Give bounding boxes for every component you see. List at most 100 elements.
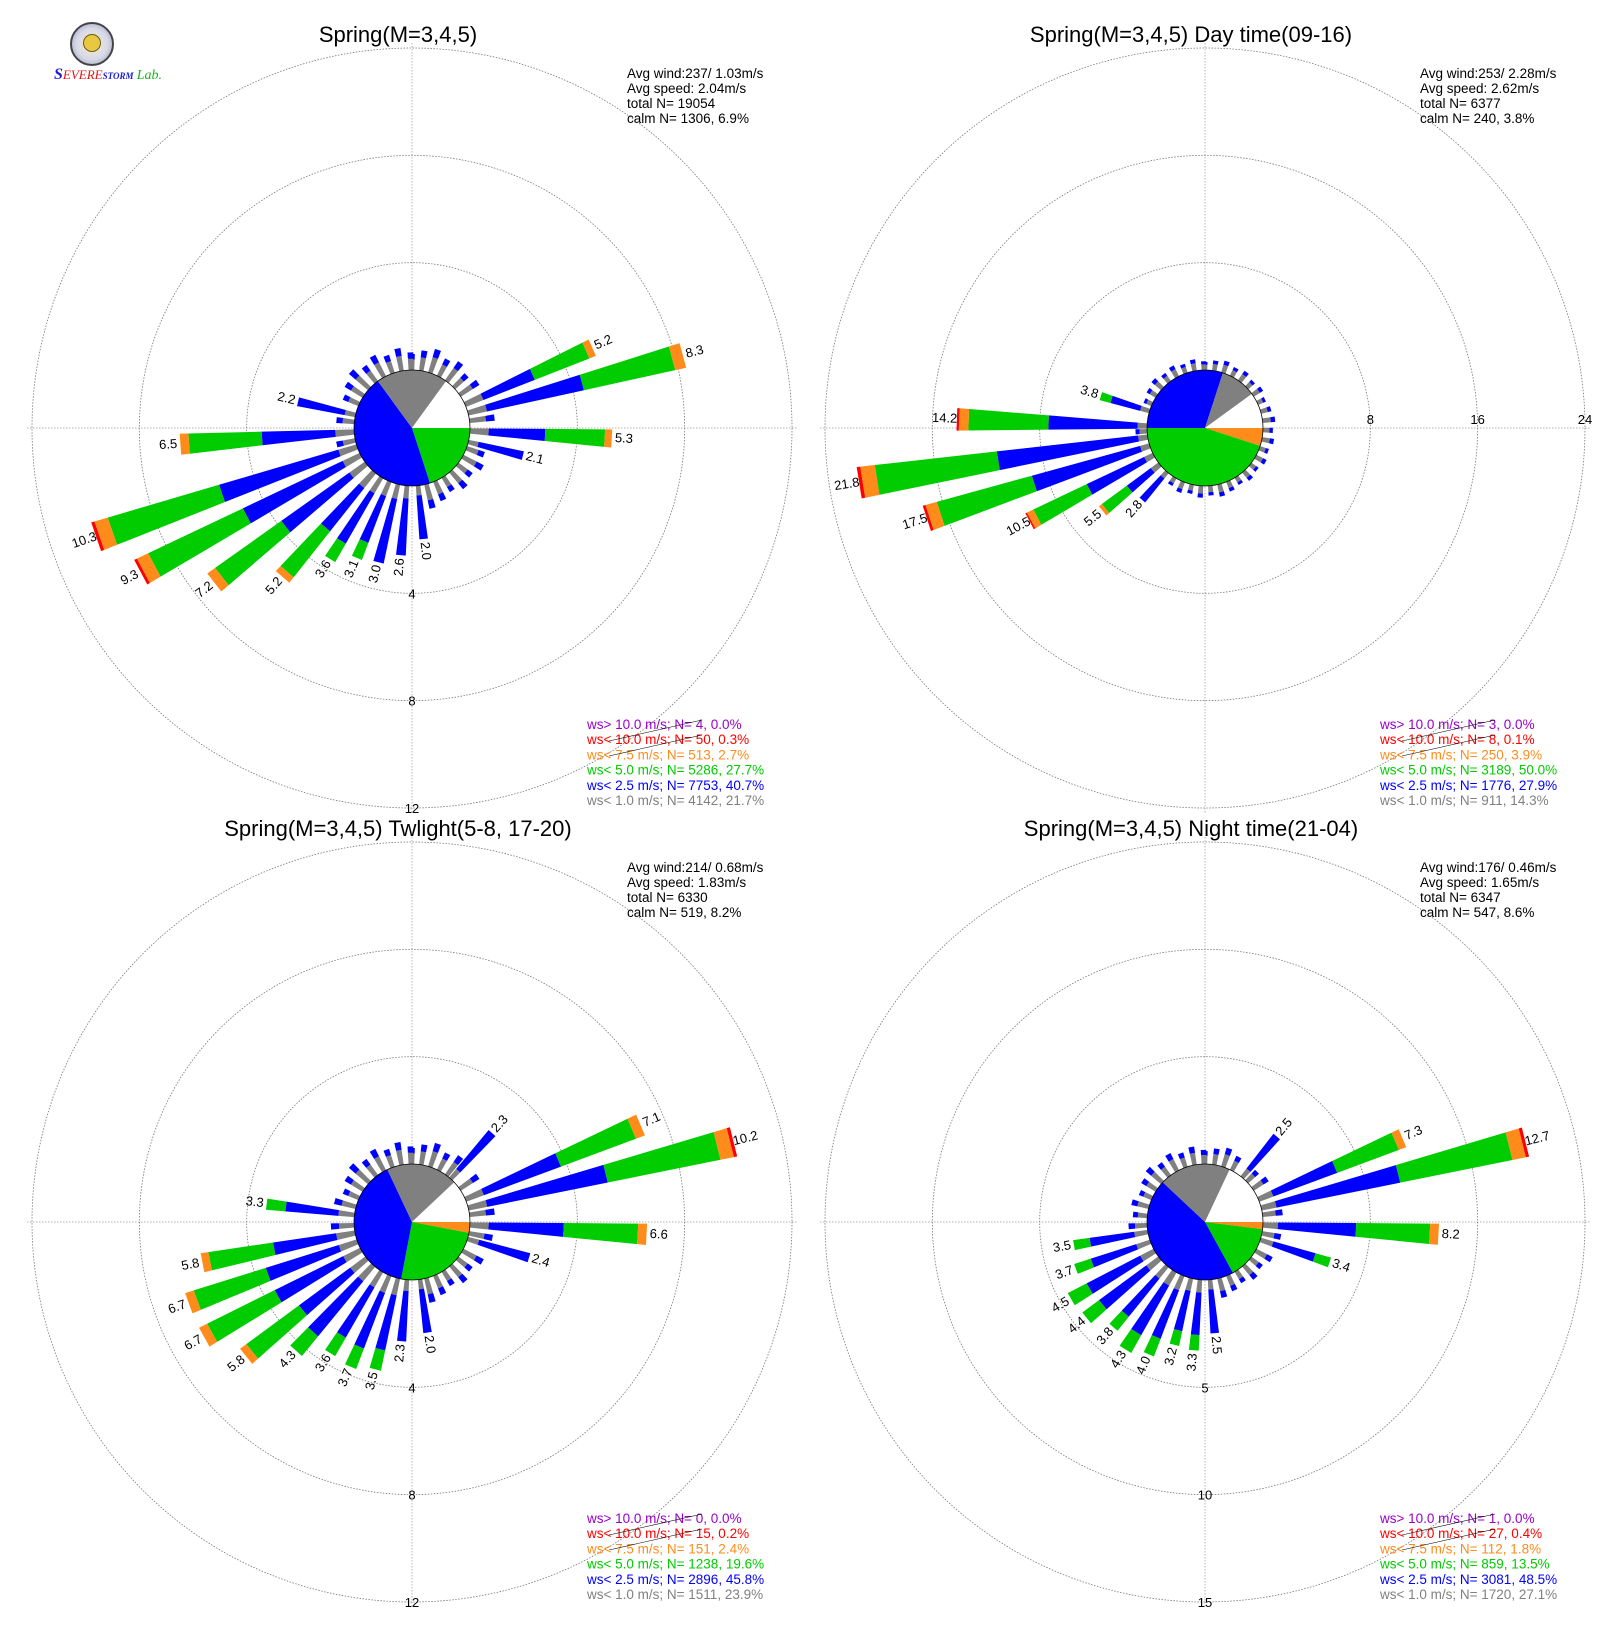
petal-segment-lt2_5: [488, 428, 546, 442]
petal-segment-lt2_5: [427, 498, 436, 509]
petal-segment-lt5: [345, 1344, 364, 1370]
petal-segment-lt5: [1067, 1283, 1093, 1306]
stats-line: Avg wind:253/ 2.28m/s: [1420, 66, 1557, 81]
petal-segment-lt1: [1179, 1157, 1188, 1169]
petal-segment-lt1: [1137, 422, 1148, 429]
legend-entry-lt2_5: ws< 2.5 m/s; N= 1776, 27.9%: [1379, 778, 1557, 793]
petal-segment-lt2_5: [464, 1263, 473, 1272]
petal-segment-lt1: [1151, 1171, 1164, 1185]
petal-segment-lt2_5: [361, 364, 371, 374]
petal-segment-lt1: [1262, 417, 1271, 423]
petal-segment-lt2_5: [1264, 448, 1269, 454]
legend-entry-lt5: ws< 5.0 m/s; N= 1238, 19.6%: [586, 1557, 764, 1572]
petal-segment-lt1: [449, 1168, 461, 1181]
petal-segment-lt1: [1212, 1153, 1219, 1166]
petal-segment-lt1: [467, 1200, 488, 1211]
petal-value-label: 3.3: [245, 1193, 265, 1210]
petal-segment-lt1: [342, 438, 356, 446]
petal-segment-lt5: [968, 409, 1049, 431]
petal-segment-lt2_5: [485, 414, 495, 422]
petal-segment-lt1: [1208, 485, 1214, 493]
calm-pie-slice-lt1: [1205, 372, 1252, 428]
petal-segment-lt5: [290, 1327, 319, 1356]
legend-entry-lt7_5: ws< 7.5 m/s; N= 513, 2.7%: [586, 747, 749, 762]
grid-ring: [1039, 1056, 1371, 1388]
petal-segment-lt2_5: [337, 490, 375, 544]
legend-entry-lt10: ws< 10.0 m/s; N= 15, 0.2%: [586, 1526, 749, 1541]
ring-label: 4: [408, 586, 415, 601]
petal-segment-lt7_5: [179, 433, 190, 455]
petal-segment-lt2_5: [383, 354, 392, 363]
petal-segment-lt1: [1181, 366, 1188, 375]
legend-entry-lt1: ws< 1.0 m/s; N= 4142, 21.7%: [586, 793, 764, 808]
petal-segment-lt2_5: [361, 1158, 371, 1168]
petal-segment-lt1: [452, 377, 464, 390]
stats-line: total N= 6377: [1420, 96, 1501, 111]
grid-ring: [931, 154, 1479, 702]
petal-segment-lt1: [1257, 1190, 1274, 1202]
petal-segment-lt2_5: [1208, 1289, 1219, 1334]
petal-segment-lt2_5: [480, 368, 535, 400]
petal-segment-lt1: [1221, 364, 1229, 374]
petal-segment-lt5: [544, 428, 606, 447]
petal-segment-lt1: [467, 404, 487, 416]
petal-segment-lt1: [1259, 1237, 1274, 1247]
petal-segment-lt2_5: [407, 352, 414, 359]
petal-segment-lt2_5: [483, 1233, 493, 1242]
calm-pie-slice-lt2_5: [1147, 369, 1223, 428]
calm-pie-slice-lt1: [1162, 1164, 1230, 1222]
petal-value-label: 10.2: [731, 1127, 759, 1148]
stats-line: Avg speed: 2.04m/s: [627, 81, 746, 96]
petal-segment-lt7_5: [136, 553, 161, 584]
petal-segment-lt10: [134, 558, 150, 585]
petal-segment-lt2_5: [337, 1284, 375, 1338]
petal-segment-lt7_5: [200, 1252, 212, 1273]
petal-segment-lt1: [1171, 369, 1180, 379]
petal-segment-lt2_5: [1131, 1282, 1170, 1336]
stats-line: total N= 19054: [627, 96, 716, 111]
petal-segment-lt2_5: [383, 1148, 392, 1157]
lab-logo-text: SEVERESTORM Lab.: [54, 66, 163, 83]
legend-strike: [608, 719, 703, 742]
petal-segment-lt7_5: [1098, 504, 1110, 516]
stats-line: Avg speed: 2.62m/s: [1420, 81, 1539, 96]
petal-value-label: 3.8: [1079, 382, 1101, 402]
petal-segment-lt2_5: [1139, 475, 1165, 503]
petal-value-label: 3.7: [1053, 1262, 1075, 1282]
petal-segment-lt5: [1119, 1329, 1142, 1353]
calm-pie-slice-none: [1205, 1169, 1263, 1222]
petal-segment-lt2_5: [274, 1256, 347, 1303]
petal-segment-lt1: [468, 1231, 485, 1240]
petal-segment-lt1: [350, 1256, 369, 1273]
legend-strike: [608, 734, 703, 757]
ring-label: 24: [1578, 412, 1592, 427]
petal-segment-lt1: [1212, 363, 1218, 372]
petal-segment-lt2_5: [453, 1155, 464, 1166]
petal-segment-lt1: [366, 1164, 379, 1178]
petal-segment-lt2_5: [1188, 1146, 1196, 1154]
petal-segment-lt1: [1138, 434, 1149, 442]
petal-segment-lt5: [369, 1348, 386, 1371]
petal-segment-lt1: [1262, 1222, 1279, 1230]
petal-segment-lt1: [1197, 485, 1204, 494]
petal-segment-lt2_5: [442, 358, 451, 367]
petal-segment-lt1: [1177, 480, 1185, 490]
petal-segment-lt10: [91, 521, 105, 552]
petal-segment-lt2_5: [1200, 1149, 1207, 1155]
petal-segment-lt2_5: [1223, 360, 1230, 367]
petal-segment-lt1: [458, 1178, 473, 1191]
petal-segment-lt2_5: [453, 361, 464, 372]
calm-circle: [353, 1163, 471, 1281]
ring-label: 15: [1198, 1595, 1212, 1610]
ring-label: 10: [1198, 1488, 1212, 1503]
petal-segment-lt2_5: [396, 1290, 409, 1342]
petal-segment-lt1: [458, 384, 473, 397]
petal-segment-lt1: [338, 444, 359, 457]
petal-segment-lt10: [922, 505, 934, 532]
petal-segment-lt1: [344, 410, 357, 418]
petal-segment-lt2_5: [1099, 1265, 1151, 1310]
calm-pie-slice-none: [412, 1182, 470, 1222]
legend-entry-lt5: ws< 5.0 m/s; N= 5286, 27.7%: [586, 763, 764, 778]
petal-segment-lt1: [348, 397, 361, 407]
petal-value-label: 7.3: [1402, 1122, 1425, 1143]
